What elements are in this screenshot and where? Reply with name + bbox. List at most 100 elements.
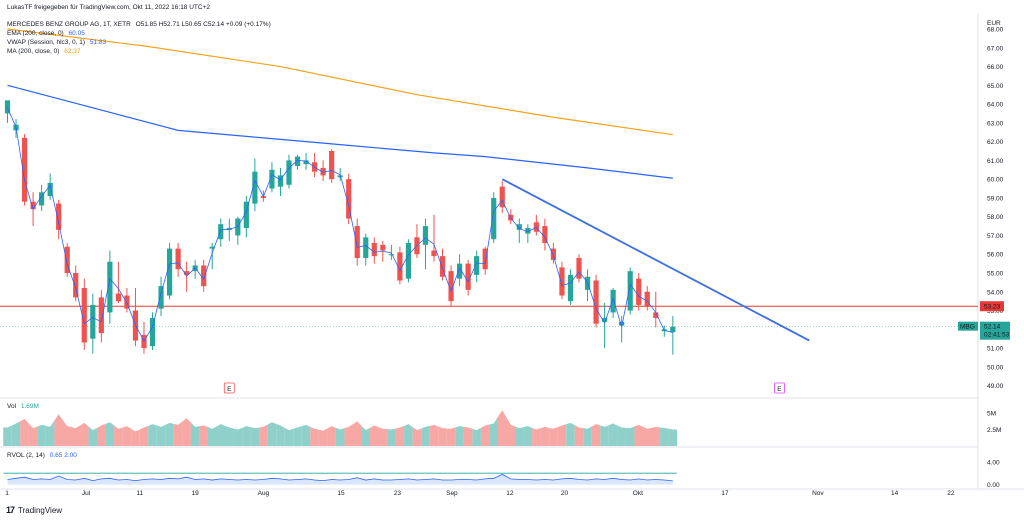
candle-body bbox=[567, 274, 574, 302]
candle bbox=[610, 288, 616, 319]
volume-bar bbox=[557, 424, 567, 446]
candle bbox=[243, 196, 249, 238]
candle bbox=[405, 239, 412, 283]
price-tag-last bbox=[980, 321, 1010, 340]
candle bbox=[414, 224, 420, 258]
trendline bbox=[501, 178, 810, 342]
brand-name: TradingView bbox=[18, 505, 63, 515]
y-tick-label: 54.00 bbox=[987, 289, 1004, 296]
candle bbox=[525, 224, 531, 243]
volume-bar bbox=[293, 426, 302, 446]
candle bbox=[73, 265, 79, 302]
candle bbox=[636, 273, 642, 311]
volume-bar bbox=[250, 427, 260, 446]
y-tick-label: 56.00 bbox=[987, 252, 1004, 259]
candle bbox=[294, 154, 301, 170]
x-tick-label: 20 bbox=[561, 490, 569, 497]
candle-body bbox=[354, 226, 360, 258]
candle-body bbox=[610, 289, 616, 313]
candle bbox=[456, 254, 463, 287]
volume-bar bbox=[352, 421, 362, 446]
candle-body bbox=[448, 271, 454, 302]
volume-bar bbox=[216, 424, 226, 446]
volume-bar bbox=[438, 426, 447, 446]
volume-bar bbox=[446, 427, 456, 446]
candle-body bbox=[644, 291, 650, 307]
volume-bar bbox=[199, 425, 208, 446]
candle-body bbox=[465, 263, 471, 290]
earnings-letter: E bbox=[777, 386, 782, 393]
candle bbox=[593, 274, 599, 328]
y-tick-label: 61.00 bbox=[987, 158, 1004, 165]
volume-bar bbox=[540, 426, 550, 446]
ema-value: 60.05 bbox=[68, 30, 85, 37]
candle-body bbox=[158, 286, 164, 309]
candle bbox=[320, 160, 326, 182]
volume-bar bbox=[583, 426, 592, 446]
candle bbox=[439, 248, 446, 281]
volume-bar bbox=[361, 425, 371, 446]
candle-body bbox=[21, 137, 28, 202]
ema-line bbox=[7, 84, 673, 179]
candle-body bbox=[636, 278, 642, 305]
candle bbox=[175, 242, 181, 277]
volume-bar bbox=[327, 426, 336, 446]
candle bbox=[107, 250, 113, 324]
candle bbox=[474, 250, 480, 283]
footer-branding[interactable]: 17 TradingView bbox=[6, 505, 62, 515]
candle-body bbox=[252, 171, 258, 204]
candle-body bbox=[431, 250, 437, 257]
candle-body bbox=[482, 248, 488, 270]
volume-legend[interactable]: Vol 1.69M bbox=[7, 403, 39, 411]
volume-bar bbox=[62, 420, 72, 446]
volume-label: Vol bbox=[7, 403, 17, 410]
candle-body bbox=[550, 248, 557, 260]
volume-bar bbox=[54, 414, 63, 446]
candle bbox=[567, 269, 574, 305]
candle-body bbox=[602, 318, 608, 322]
candle bbox=[559, 261, 565, 300]
candle-body bbox=[149, 318, 156, 347]
candle bbox=[550, 242, 557, 264]
candle bbox=[431, 214, 437, 262]
volume-bar bbox=[642, 426, 652, 446]
volume-bar bbox=[156, 424, 166, 446]
candle bbox=[491, 192, 497, 243]
rvol-legend[interactable]: RVOL (2, 14) 0.65 2.00 bbox=[7, 452, 77, 460]
volume-bar bbox=[591, 424, 601, 446]
y-tick-label: 55.00 bbox=[987, 271, 1004, 278]
volume-bar bbox=[378, 427, 388, 446]
x-tick-label: 23 bbox=[394, 490, 402, 497]
candle-body bbox=[184, 271, 190, 275]
x-tick-label: Sep bbox=[446, 490, 458, 497]
instrument-legend[interactable]: MERCEDES BENZ GROUP AG, 1T, XETR O51.85 … bbox=[7, 21, 271, 29]
volume-value: 1.69M bbox=[20, 403, 39, 410]
y-tick-label: 49.00 bbox=[987, 383, 1004, 390]
candle-body bbox=[64, 246, 70, 274]
x-tick-label: Aug bbox=[258, 490, 270, 497]
candle-body bbox=[329, 151, 335, 180]
volume-bar bbox=[489, 416, 498, 446]
candles-group bbox=[4, 100, 676, 355]
instrument-name: MERCEDES BENZ GROUP AG, 1T, XETR bbox=[7, 21, 131, 28]
candle bbox=[21, 134, 28, 206]
vwap-label: VWAP (Session, hlc3, 0, 1) bbox=[7, 39, 86, 46]
ma-legend[interactable]: MA (200, close, 0) 62.37 bbox=[7, 48, 80, 56]
candle bbox=[166, 242, 173, 300]
candle bbox=[226, 218, 232, 242]
volume-bar bbox=[651, 426, 661, 446]
earnings-letter: E bbox=[227, 386, 232, 393]
vwap-legend[interactable]: VWAP (Session, hlc3, 0, 1) 51.83 bbox=[7, 39, 106, 47]
ema-legend[interactable]: EMA (200, close, 0) 60.05 bbox=[7, 30, 85, 38]
candle-body bbox=[107, 261, 113, 313]
candle bbox=[218, 218, 224, 247]
candle-body bbox=[209, 246, 215, 249]
candle bbox=[542, 218, 548, 251]
candle bbox=[149, 312, 156, 350]
symbol-tag bbox=[958, 321, 978, 331]
volume-bar bbox=[421, 425, 430, 446]
price-tag-last-text: 52.14 bbox=[984, 324, 1001, 331]
candle bbox=[4, 100, 11, 123]
candle-body bbox=[619, 321, 625, 326]
